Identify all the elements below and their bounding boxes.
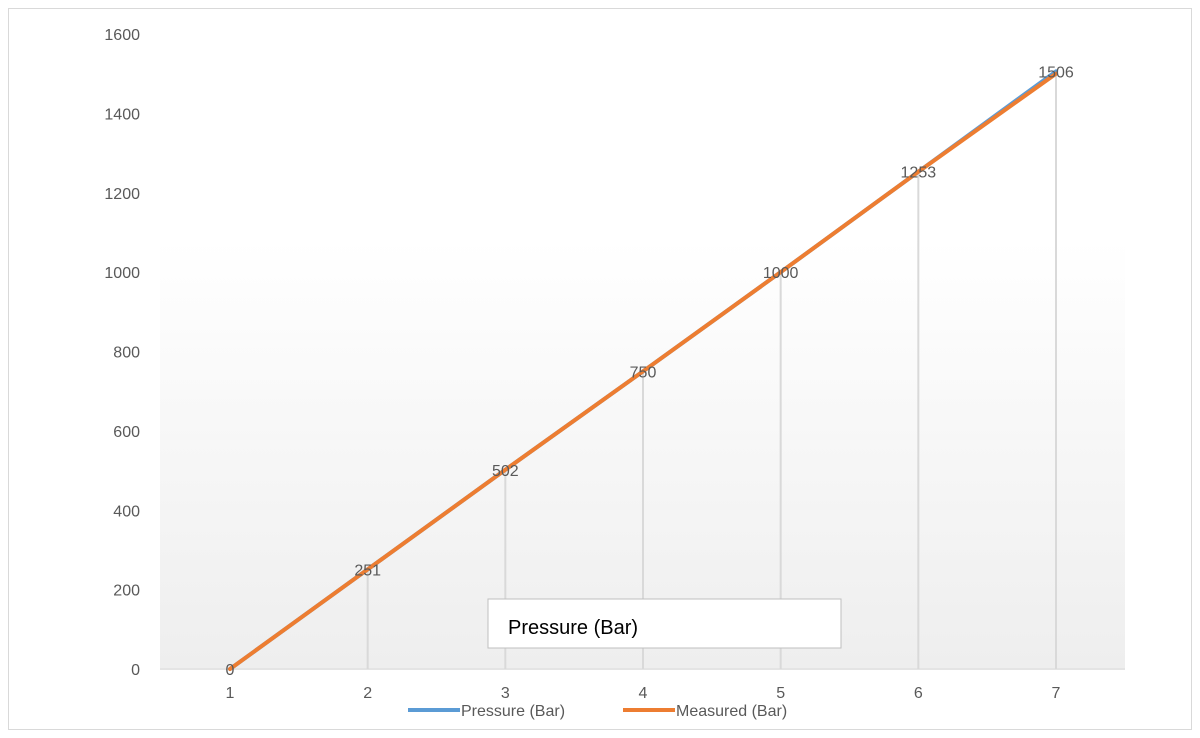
legend-label: Pressure (Bar) bbox=[461, 703, 565, 720]
y-tick-label: 200 bbox=[113, 583, 140, 600]
y-tick-label: 800 bbox=[113, 345, 140, 362]
y-tick-label: 600 bbox=[113, 424, 140, 441]
series-lines bbox=[228, 69, 1058, 671]
x-tick-label: 7 bbox=[1052, 685, 1061, 702]
x-tick-label: 4 bbox=[639, 685, 648, 702]
legend-item: Pressure (Bar) bbox=[408, 703, 565, 720]
x-tick-label: 5 bbox=[776, 685, 785, 702]
x-tick-label: 2 bbox=[363, 685, 372, 702]
data-labels: 0 251 502 750 1000 1253 1506 bbox=[226, 64, 1074, 679]
y-tick-label: 1200 bbox=[104, 186, 140, 203]
data-label: 750 bbox=[630, 364, 657, 381]
series-line bbox=[228, 71, 1058, 671]
x-tick-label: 1 bbox=[226, 685, 235, 702]
annotation-box-frame bbox=[487, 598, 842, 649]
data-label: 1000 bbox=[763, 265, 799, 282]
legend-label: Measured (Bar) bbox=[676, 703, 787, 720]
legend: Pressure (Bar) Measured (Bar) bbox=[408, 703, 787, 720]
annotation-box-text: Pressure (Bar) bbox=[508, 617, 638, 639]
annotation-box: Pressure (Bar) bbox=[487, 598, 842, 649]
y-tick-label: 1400 bbox=[104, 106, 140, 123]
x-tick-label: 6 bbox=[914, 685, 923, 702]
x-axis-ticks: 1 2 3 4 5 6 7 bbox=[226, 685, 1061, 702]
y-tick-label: 1000 bbox=[104, 265, 140, 282]
data-label: 502 bbox=[492, 463, 519, 480]
x-tick-label: 3 bbox=[501, 685, 510, 702]
y-tick-label: 0 bbox=[131, 662, 140, 679]
y-axis-ticks: 0 200 400 600 800 1000 1200 1400 1600 bbox=[104, 27, 140, 679]
y-tick-label: 1600 bbox=[104, 27, 140, 44]
data-label: 1253 bbox=[901, 165, 937, 182]
y-tick-label: 400 bbox=[113, 503, 140, 520]
data-label: 251 bbox=[354, 562, 381, 579]
legend-item: Measured (Bar) bbox=[623, 703, 787, 720]
data-label: 0 bbox=[226, 662, 235, 679]
data-label: 1506 bbox=[1038, 64, 1074, 81]
